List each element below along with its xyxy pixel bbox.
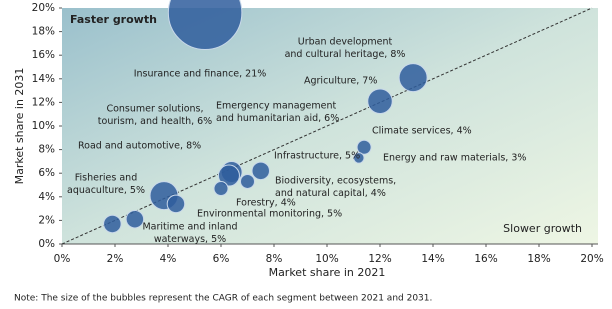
y-tick-label: 6%	[38, 167, 55, 179]
bubble-label: Emergency management	[216, 101, 337, 112]
bubble	[213, 181, 229, 197]
bubble-label: Infrastructure, 5%	[274, 151, 360, 162]
x-tick-label: 0%	[54, 253, 71, 265]
bubble-label: Road and automotive, 8%	[78, 141, 201, 152]
bubble-label: aquaculture, 5%	[67, 185, 145, 196]
bubble-label: Consumer solutions,	[106, 104, 203, 115]
bubble-label: Urban development	[298, 37, 393, 48]
bubble-label: Maritime and inland	[142, 222, 237, 233]
y-tick-label: 2%	[38, 214, 55, 226]
x-tick-label: 4%	[160, 253, 177, 265]
y-tick-label: 16%	[32, 49, 55, 61]
x-tick-label: 20%	[580, 253, 603, 265]
bubble	[125, 209, 145, 229]
bubble-label: Fisheries and	[75, 173, 137, 184]
y-tick-label: 0%	[38, 238, 55, 250]
y-axis-title: Market share in 2031	[13, 68, 26, 185]
x-tick-label: 2%	[107, 253, 124, 265]
bubble-label: Environmental monitoring, 5%	[197, 209, 342, 220]
bubble-label: and humanitarian aid, 6%	[216, 113, 339, 124]
bubble-label: Forestry, 4%	[236, 198, 296, 209]
y-tick-label: 14%	[32, 73, 55, 85]
bubble-label: Climate services, 4%	[372, 126, 472, 137]
bubble-label: Insurance and finance, 21%	[134, 69, 267, 80]
y-tick-label: 12%	[32, 96, 55, 108]
bubble	[356, 139, 372, 155]
bubble-label: waterways, 5%	[154, 234, 226, 245]
x-tick-label: 18%	[527, 253, 550, 265]
x-tick-label: 12%	[368, 253, 391, 265]
x-tick-label: 16%	[474, 253, 497, 265]
diagonal	[61, 7, 593, 245]
bubble	[103, 214, 122, 234]
bubble-label: Agriculture, 7%	[304, 76, 377, 87]
bubble	[240, 173, 255, 189]
y-tick-label: 4%	[38, 191, 55, 203]
bubble	[353, 152, 365, 164]
corner-label: Slower growth	[503, 222, 582, 235]
bubble	[398, 63, 428, 93]
x-tick-label: 6%	[213, 253, 230, 265]
x-axis-title: Market share in 2021	[269, 266, 386, 279]
y-tick-label: 20%	[32, 2, 55, 14]
x-tick-label: 10%	[315, 253, 338, 265]
y-tick-label: 18%	[32, 26, 55, 38]
bubble-label: Energy and raw materials, 3%	[383, 153, 526, 164]
bubble	[217, 164, 240, 187]
bubble	[367, 88, 393, 114]
bubble-label: Biodiversity, ecosystems,	[275, 176, 396, 187]
bubble-label: tourism, and health, 6%	[98, 116, 212, 127]
bubble	[251, 161, 270, 181]
y-tick-label: 10%	[32, 120, 55, 132]
bubble-label: and cultural heritage, 8%	[285, 49, 406, 60]
corner-label: Faster growth	[70, 13, 157, 26]
x-tick-label: 8%	[266, 253, 283, 265]
bubble	[167, 0, 243, 50]
bubble	[166, 194, 186, 214]
y-tick-label: 8%	[38, 144, 55, 156]
bubble-label: and natural capital, 4%	[275, 188, 386, 199]
x-tick-label: 14%	[421, 253, 444, 265]
note: Note: The size of the bubbles represent …	[14, 294, 432, 304]
